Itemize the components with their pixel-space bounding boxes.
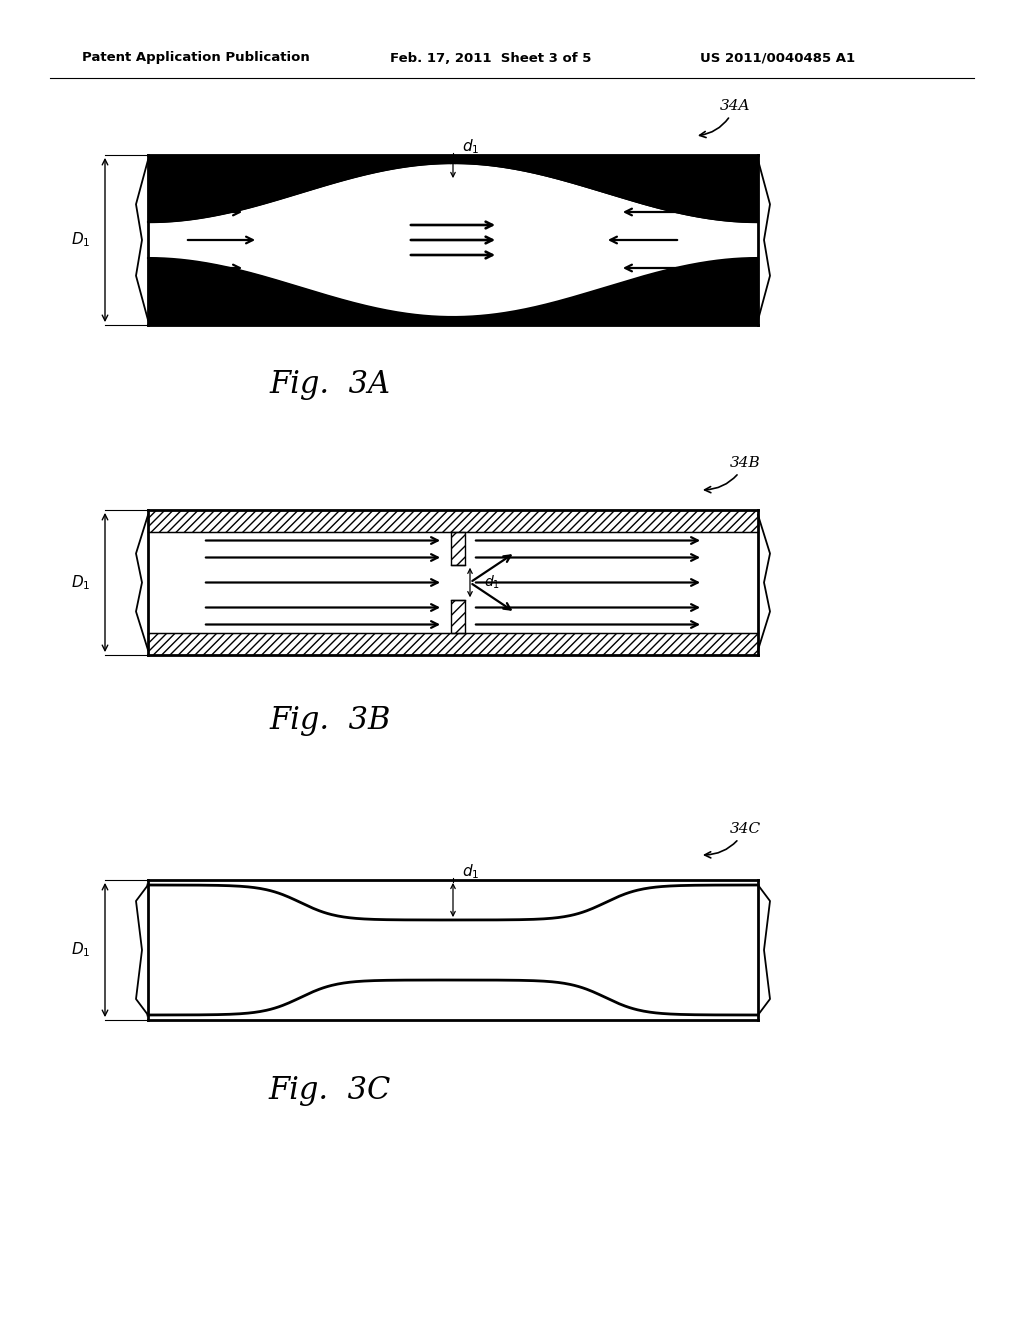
Text: 34C: 34C: [705, 822, 761, 858]
Bar: [451, 532, 465, 565]
Text: $d_1$: $d_1$: [484, 574, 500, 591]
Text: 34A: 34A: [699, 99, 751, 137]
Text: Patent Application Publication: Patent Application Publication: [82, 51, 309, 65]
Text: US 2011/0040485 A1: US 2011/0040485 A1: [700, 51, 855, 65]
Text: $D_1$: $D_1$: [72, 573, 91, 591]
Text: 34B: 34B: [705, 455, 761, 492]
Text: Feb. 17, 2011  Sheet 3 of 5: Feb. 17, 2011 Sheet 3 of 5: [390, 51, 592, 65]
Text: $D_1$: $D_1$: [72, 941, 91, 960]
Text: Fig.  3B: Fig. 3B: [269, 705, 391, 735]
Bar: [451, 601, 465, 634]
Text: Fig.  3C: Fig. 3C: [269, 1074, 391, 1106]
Text: Fig.  3A: Fig. 3A: [269, 370, 390, 400]
Text: $D_1$: $D_1$: [72, 231, 91, 249]
Text: $d_1$: $d_1$: [462, 137, 479, 156]
Text: $d_1$: $d_1$: [462, 863, 479, 882]
Bar: [148, 634, 758, 655]
Bar: [148, 510, 758, 532]
